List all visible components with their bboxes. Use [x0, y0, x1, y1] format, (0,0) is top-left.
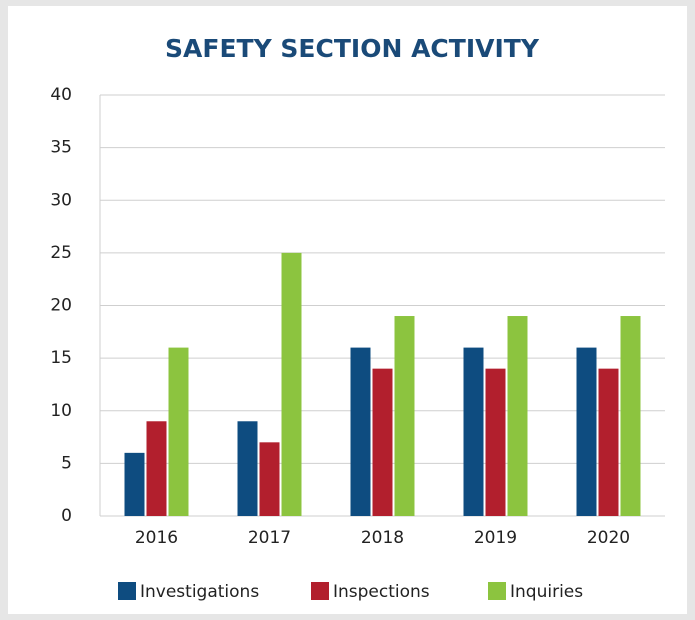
y-tick-label: 0 — [61, 506, 72, 526]
legend-label: Investigations — [140, 582, 259, 602]
legend-label: Inquiries — [510, 582, 583, 602]
bar — [620, 316, 641, 516]
bar — [372, 368, 393, 516]
bar — [237, 421, 258, 516]
y-tick-label: 25 — [50, 243, 72, 263]
bar — [146, 421, 167, 516]
bar — [598, 368, 619, 516]
x-tick-label: 2016 — [135, 528, 178, 548]
legend-label: Inspections — [333, 582, 430, 602]
x-tick-label: 2018 — [361, 528, 404, 548]
bar — [350, 347, 371, 516]
y-tick-label: 40 — [50, 85, 72, 105]
x-tick-label: 2020 — [587, 528, 630, 548]
x-tick-label: 2017 — [248, 528, 291, 548]
y-tick-label: 10 — [50, 401, 72, 421]
bar — [485, 368, 506, 516]
legend-swatch — [488, 582, 506, 600]
bar — [259, 442, 280, 516]
bar — [124, 452, 145, 516]
legend-swatch — [311, 582, 329, 600]
legend-swatch — [118, 582, 136, 600]
y-tick-label: 20 — [50, 296, 72, 316]
bar — [507, 316, 528, 516]
panel — [8, 6, 687, 614]
y-tick-label: 5 — [61, 453, 72, 473]
bar — [281, 252, 302, 516]
y-tick-label: 15 — [50, 348, 72, 368]
bar — [394, 316, 415, 516]
bar — [463, 347, 484, 516]
y-tick-label: 35 — [50, 138, 72, 158]
chart-title: SAFETY SECTION ACTIVITY — [165, 34, 540, 63]
x-tick-label: 2019 — [474, 528, 517, 548]
bar — [576, 347, 597, 516]
y-tick-label: 30 — [50, 190, 72, 210]
bar — [168, 347, 189, 516]
